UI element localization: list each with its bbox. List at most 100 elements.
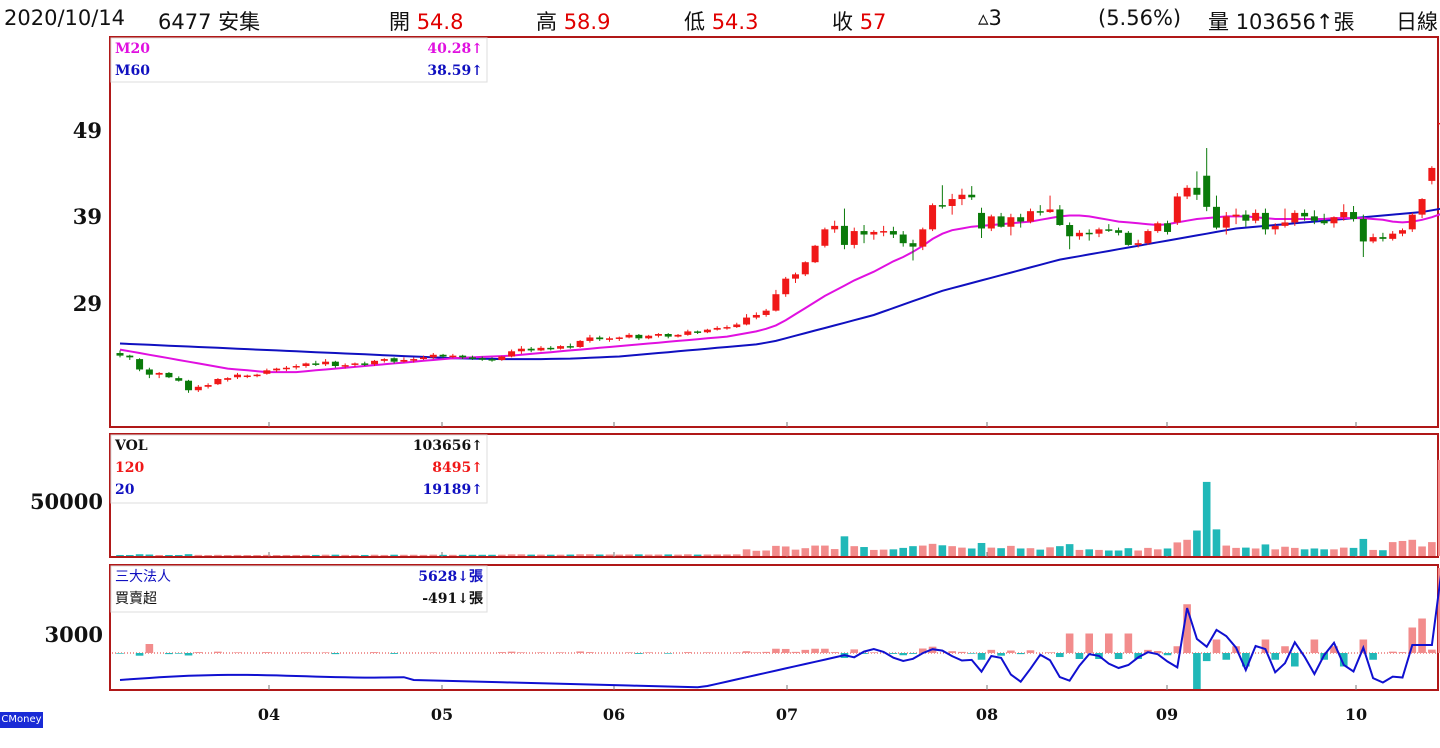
net-bar bbox=[429, 652, 438, 653]
volume-bar bbox=[507, 554, 516, 556]
volume-bar bbox=[850, 546, 859, 556]
volume-bar bbox=[184, 554, 193, 556]
volume-bar bbox=[302, 554, 310, 556]
volume-bar bbox=[1242, 547, 1250, 556]
volume-bar bbox=[1056, 546, 1064, 556]
candle-body bbox=[1281, 222, 1289, 226]
volume-bar bbox=[958, 547, 966, 556]
candle-body bbox=[1428, 167, 1436, 181]
candle-body bbox=[635, 334, 643, 339]
volume-bar bbox=[1300, 549, 1309, 556]
net-bar bbox=[1163, 653, 1172, 656]
panel-frame-1 bbox=[109, 36, 1439, 428]
volume-bar bbox=[537, 554, 545, 556]
volume-bar bbox=[713, 554, 721, 556]
candle-body bbox=[1144, 231, 1152, 244]
ma-legend-value: 38.59↑ bbox=[427, 63, 483, 79]
candle-body bbox=[312, 363, 320, 365]
candle-body bbox=[1222, 216, 1230, 228]
volume-bar bbox=[1388, 542, 1397, 556]
price-tick-label: 29 bbox=[73, 291, 102, 316]
volume-bar bbox=[233, 554, 242, 556]
volume-bar bbox=[811, 545, 819, 556]
close-quote: 收 57 bbox=[832, 10, 887, 34]
net-bar bbox=[821, 648, 829, 653]
volume-bar bbox=[830, 549, 839, 556]
net-bar bbox=[1085, 633, 1094, 653]
volume-legend-name: 20 bbox=[115, 482, 135, 498]
quote-header: 2020/10/14 6477 安集 開 54.8 高 58.9 低 54.3 … bbox=[0, 0, 1440, 36]
volume-bar bbox=[1193, 530, 1201, 556]
month-tick-label: 07 bbox=[776, 705, 798, 724]
net-bar bbox=[263, 652, 271, 653]
volume-bar bbox=[1281, 546, 1289, 556]
candle-body bbox=[273, 368, 281, 371]
candle-body bbox=[508, 351, 516, 357]
volume-bar bbox=[860, 547, 868, 556]
candle-body bbox=[821, 229, 829, 246]
volume-bar bbox=[155, 555, 163, 556]
net-bar bbox=[302, 652, 310, 653]
volume-bar bbox=[243, 555, 252, 556]
candle-body bbox=[772, 294, 780, 311]
net-bar bbox=[772, 648, 780, 653]
net-bar bbox=[1212, 639, 1221, 653]
volume-bar bbox=[801, 548, 810, 556]
net-bar bbox=[958, 651, 966, 653]
volume-bar bbox=[214, 554, 222, 556]
volume-bar bbox=[752, 550, 761, 556]
candle-body bbox=[136, 359, 144, 370]
candle-body bbox=[1173, 196, 1181, 223]
ma-legend-value: 40.28↑ bbox=[427, 41, 483, 57]
net-bar bbox=[556, 652, 565, 653]
volume-bar bbox=[1418, 546, 1426, 556]
volume-bar bbox=[615, 554, 624, 556]
net-bar bbox=[909, 653, 917, 654]
volume-bar bbox=[1036, 549, 1045, 556]
candle-body bbox=[615, 337, 623, 339]
volume-bar bbox=[429, 554, 438, 556]
volume-bar bbox=[1271, 549, 1280, 556]
candle-body bbox=[1398, 230, 1406, 234]
volume-bar bbox=[1408, 539, 1417, 556]
candle-body bbox=[1301, 212, 1309, 217]
candle-body bbox=[322, 361, 330, 365]
volume-bar bbox=[517, 554, 526, 556]
volume-bar bbox=[684, 554, 692, 556]
volume-bar bbox=[527, 554, 535, 556]
net-bar bbox=[1428, 649, 1436, 653]
month-tick-label: 04 bbox=[258, 705, 280, 724]
candle-body bbox=[703, 329, 711, 333]
change-value: ▵3 bbox=[978, 6, 1002, 30]
volume-bar bbox=[174, 555, 183, 556]
volume-bar bbox=[1144, 547, 1152, 556]
net-bar bbox=[194, 652, 203, 653]
volume-bar bbox=[762, 550, 770, 556]
volume-bar bbox=[1007, 545, 1015, 556]
volume-bar bbox=[135, 554, 144, 556]
candle-body bbox=[625, 334, 633, 338]
net-bar bbox=[1310, 639, 1319, 653]
net-bar bbox=[1418, 618, 1426, 653]
volume-bar bbox=[1428, 542, 1436, 556]
candle-body bbox=[155, 372, 163, 375]
candle-body bbox=[175, 378, 183, 381]
volume-bar bbox=[360, 554, 369, 556]
volume-bar bbox=[1379, 550, 1387, 556]
candle-body bbox=[1085, 232, 1093, 235]
volume-bar bbox=[1202, 481, 1211, 556]
candle-body bbox=[214, 378, 222, 385]
net-bar bbox=[370, 652, 379, 653]
net-bar bbox=[498, 652, 506, 653]
volume-bar bbox=[693, 554, 702, 556]
candle-body bbox=[1418, 199, 1426, 215]
net-bar bbox=[1291, 653, 1299, 667]
volume-bar bbox=[400, 554, 408, 556]
volume-legend-box bbox=[110, 434, 488, 504]
candle-body bbox=[586, 337, 594, 341]
volume-bar bbox=[1212, 529, 1221, 556]
volume-bar bbox=[419, 554, 428, 556]
volume-bar bbox=[948, 546, 956, 556]
candle-body bbox=[684, 331, 692, 335]
volume-tick-label: 50000 bbox=[30, 489, 103, 514]
